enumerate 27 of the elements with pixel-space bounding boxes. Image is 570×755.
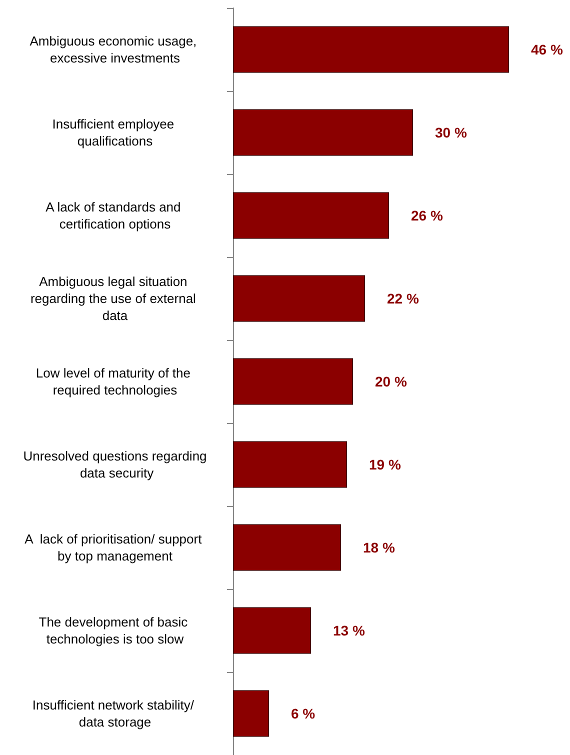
y-tick-label: Unresolved questions regarding data security bbox=[23, 448, 207, 480]
bar bbox=[233, 524, 341, 571]
bar bbox=[233, 358, 353, 405]
data-label: 30 % bbox=[435, 124, 468, 140]
bar bbox=[233, 441, 347, 488]
bar bbox=[233, 109, 413, 156]
y-tick-label: The development of basic technologies is too slow bbox=[38, 614, 192, 646]
bar bbox=[233, 607, 311, 654]
bar bbox=[233, 690, 269, 737]
data-label: 13 % bbox=[333, 622, 366, 638]
bar bbox=[233, 26, 509, 73]
data-label: 18 % bbox=[363, 540, 396, 556]
y-tick-label: Low level of maturity of the required technologies bbox=[36, 366, 194, 398]
y-tick-label: A lack of standards and certification options bbox=[46, 200, 184, 232]
y-tick-label: Ambiguous economic usage, excessive investments bbox=[30, 34, 200, 66]
data-label: 6 % bbox=[291, 706, 316, 722]
bar bbox=[233, 192, 389, 239]
data-label: 20 % bbox=[375, 374, 408, 390]
bar bbox=[233, 275, 365, 322]
y-tick-label: A lack of prioritisation/ support by top management bbox=[24, 532, 206, 564]
y-tick-label: Insufficient network stability/ data storage bbox=[32, 698, 198, 730]
data-label: 22 % bbox=[387, 290, 420, 306]
data-label: 46 % bbox=[531, 42, 564, 58]
data-label: 19 % bbox=[369, 456, 402, 472]
data-label: 26 % bbox=[411, 208, 444, 224]
y-tick-label: Ambiguous legal situation regarding the use of external data bbox=[30, 274, 200, 323]
y-tick-label: Insufficient employee qualifications bbox=[52, 116, 178, 148]
